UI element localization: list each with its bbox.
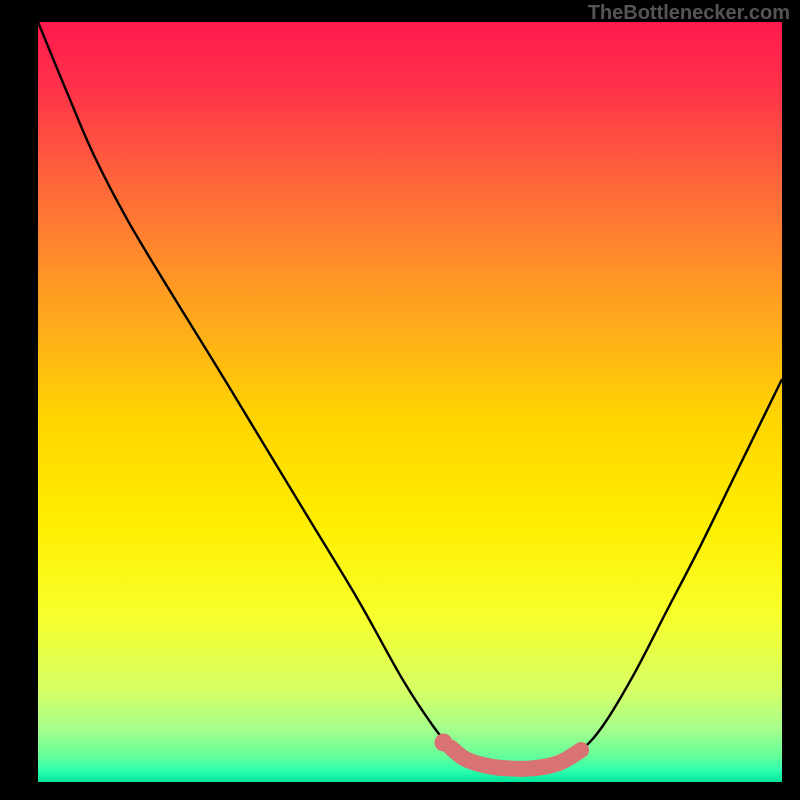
chart-frame: TheBottlenecker.com [0,0,800,800]
watermark-text: TheBottlenecker.com [588,2,790,25]
sweet-spot-marker-path [451,748,581,769]
sweet-spot-marker-dot [434,733,452,751]
chart-svg [38,22,782,782]
bottleneck-curve-path [38,22,782,769]
chart-plot-area [38,22,782,782]
